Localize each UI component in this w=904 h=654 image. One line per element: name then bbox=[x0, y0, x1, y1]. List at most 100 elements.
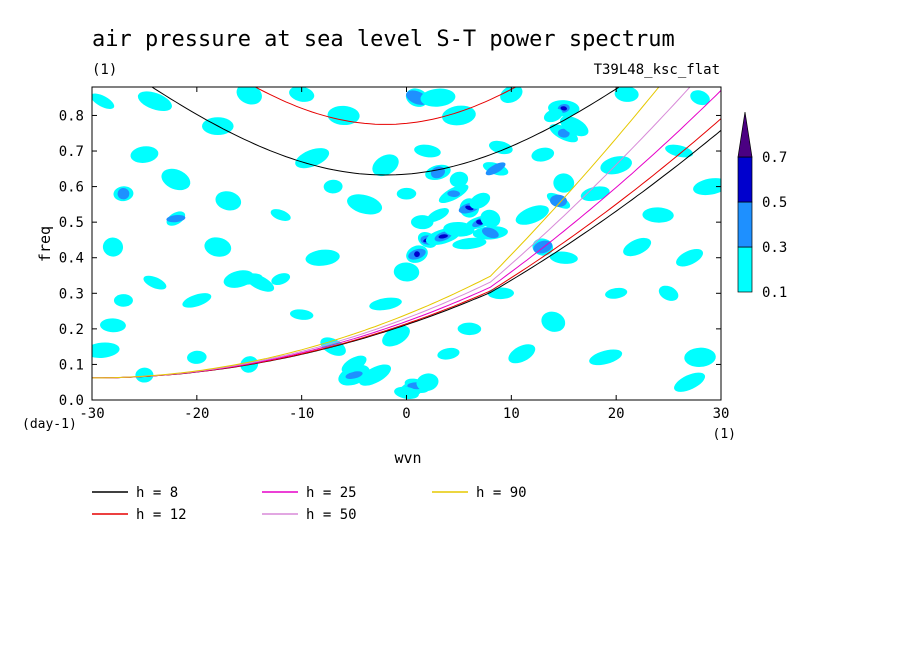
contour-level-2 bbox=[345, 371, 363, 379]
contour-level-1 bbox=[589, 349, 623, 366]
contour-level-1 bbox=[605, 287, 628, 299]
contour-level-1 bbox=[323, 179, 343, 194]
contour-level-2 bbox=[557, 128, 570, 138]
contour-level-1 bbox=[289, 309, 314, 320]
contour-level-1 bbox=[515, 205, 549, 225]
dispersion-curves bbox=[92, 0, 721, 379]
contour-level-1 bbox=[426, 208, 449, 223]
contour-level-1 bbox=[113, 294, 133, 307]
contour-level-1 bbox=[295, 148, 330, 169]
x-tick-label: 10 bbox=[503, 406, 520, 422]
colorbar: 0.1 0.3 0.5 0.7 bbox=[737, 111, 787, 301]
colorbar-label: 0.7 bbox=[762, 150, 787, 166]
contour-level-1 bbox=[161, 168, 191, 191]
legend-label: h = 8 bbox=[136, 485, 178, 501]
y-tick-label: 0.2 bbox=[59, 322, 84, 338]
legend-label: h = 50 bbox=[306, 507, 357, 523]
y-axis-label: freq bbox=[36, 226, 54, 262]
contour-level-1 bbox=[135, 367, 154, 383]
contour-level-1 bbox=[676, 248, 704, 267]
contour-level-1 bbox=[393, 262, 420, 282]
contour-level-1 bbox=[416, 373, 439, 392]
contour-level-1 bbox=[642, 207, 674, 223]
legend-label: h = 25 bbox=[306, 485, 357, 501]
contour-level-2 bbox=[550, 194, 568, 207]
y-axis-unit: (day-1) bbox=[22, 417, 77, 432]
contour-level-1 bbox=[665, 144, 694, 158]
contour-level-1 bbox=[443, 221, 475, 237]
contour-level-1 bbox=[396, 187, 417, 200]
contour-level-1 bbox=[137, 91, 172, 112]
contour-level-1 bbox=[289, 87, 315, 102]
x-tick-label: 20 bbox=[608, 406, 625, 422]
contour-level-1 bbox=[305, 249, 340, 266]
y-tick-label: 0.7 bbox=[59, 144, 84, 160]
contour-level-1 bbox=[270, 209, 291, 221]
contour-level-1 bbox=[489, 140, 513, 155]
contour-level-1 bbox=[92, 342, 120, 358]
contour-level-2 bbox=[166, 214, 186, 223]
chart-subtitle-unit: (1) bbox=[92, 62, 117, 78]
curve-h-12 bbox=[254, 87, 517, 125]
plot-frame bbox=[91, 86, 722, 401]
x-tick-label: -30 bbox=[79, 406, 104, 422]
contour-level-1 bbox=[271, 273, 291, 286]
contour-level-1 bbox=[580, 186, 610, 202]
contour-level-1 bbox=[543, 108, 563, 123]
contour-level-1 bbox=[437, 347, 460, 360]
contour-level-1 bbox=[187, 350, 207, 364]
contour-level-1 bbox=[469, 192, 491, 209]
y-tick-label: 0.1 bbox=[59, 357, 84, 373]
contour-level-1 bbox=[560, 116, 589, 137]
contour-level-1 bbox=[347, 194, 383, 215]
colorbar-swatch bbox=[737, 201, 753, 248]
contour-level-1 bbox=[508, 344, 536, 364]
x-axis: -30 -20 -10 0 10 20 30 bbox=[79, 87, 729, 422]
contour-level-1 bbox=[693, 178, 721, 196]
contour-level-1 bbox=[541, 311, 566, 332]
contour-level-1 bbox=[690, 90, 710, 106]
curve-h-25 bbox=[92, 0, 721, 2]
contour-level-2 bbox=[447, 190, 461, 198]
contour-level-1 bbox=[92, 93, 115, 109]
x-tick-label: 30 bbox=[713, 406, 730, 422]
contour-level-1 bbox=[658, 285, 679, 301]
contour-level-1 bbox=[614, 87, 639, 102]
chart-title: air pressure at sea level S-T power spec… bbox=[92, 27, 675, 52]
contour-level-1 bbox=[100, 318, 126, 333]
contour-level-1 bbox=[143, 275, 167, 290]
legend-label: h = 12 bbox=[136, 507, 187, 523]
contour-level-1 bbox=[500, 87, 523, 104]
contour-level-2 bbox=[481, 227, 499, 239]
x-axis-label: wvn bbox=[394, 449, 421, 467]
contour-level-2 bbox=[117, 187, 130, 200]
colorbar-label: 0.3 bbox=[762, 240, 787, 256]
contour-level-1 bbox=[130, 146, 159, 163]
contour-level-1 bbox=[359, 364, 392, 386]
contour-level-1 bbox=[204, 237, 232, 257]
y-tick-label: 0.4 bbox=[59, 251, 84, 267]
contour-level-1 bbox=[549, 251, 578, 264]
x-tick-label: 0 bbox=[402, 406, 410, 422]
contour-level-1 bbox=[442, 105, 476, 126]
x-axis-unit: (1) bbox=[713, 427, 736, 442]
contour-level-1 bbox=[452, 237, 487, 250]
contour-level-3 bbox=[438, 234, 448, 239]
contour-level-1 bbox=[394, 386, 419, 400]
contour-level-2 bbox=[485, 162, 506, 176]
contour-level-1 bbox=[215, 191, 242, 211]
contour-level-1 bbox=[623, 237, 652, 257]
colorbar-extend-arrow bbox=[737, 111, 753, 158]
x-tick-label: -20 bbox=[184, 406, 209, 422]
contour-level-1 bbox=[414, 144, 441, 158]
contour-level-1 bbox=[553, 173, 575, 193]
contour-level-1 bbox=[223, 270, 254, 288]
legend-label: h = 90 bbox=[476, 485, 527, 501]
contour-level-1 bbox=[684, 347, 716, 367]
contour-level-1 bbox=[674, 372, 706, 392]
contour-level-1 bbox=[182, 293, 212, 308]
contour-level-1 bbox=[327, 105, 360, 126]
colorbar-label: 0.1 bbox=[762, 285, 787, 301]
x-tick-label: -10 bbox=[289, 406, 314, 422]
